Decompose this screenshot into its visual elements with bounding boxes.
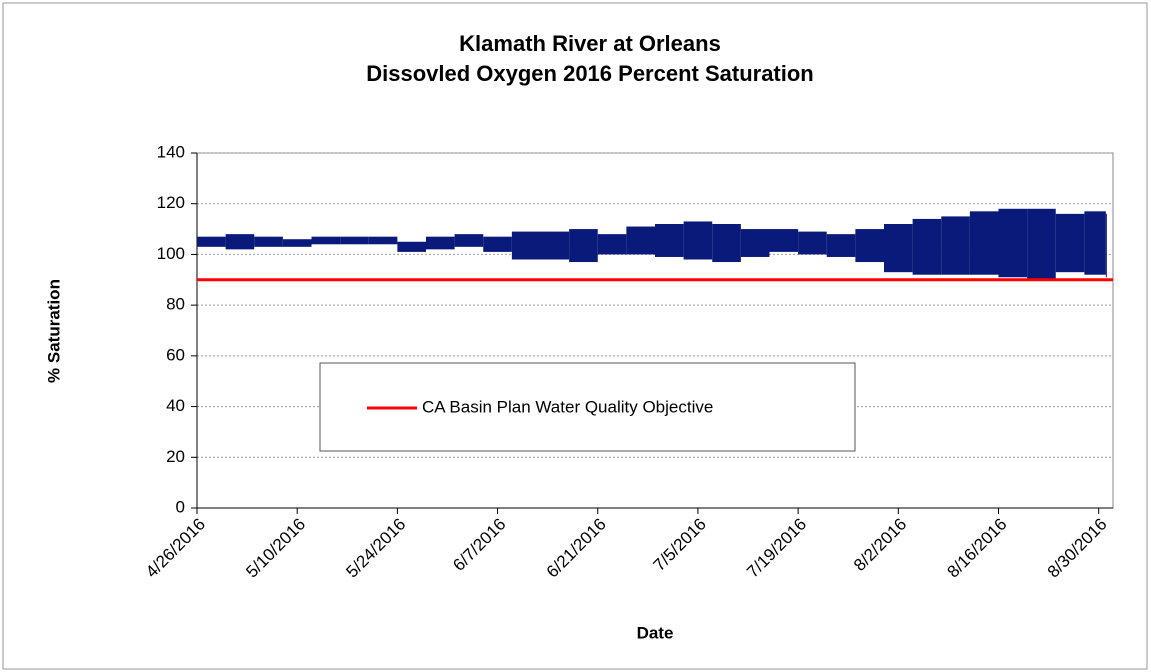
range-band xyxy=(254,236,283,247)
range-band xyxy=(569,229,598,263)
plot-area xyxy=(196,152,1114,509)
y-tick-label: 20 xyxy=(166,447,185,466)
y-tick-label: 120 xyxy=(157,193,185,212)
range-band xyxy=(1105,213,1107,278)
range-band xyxy=(197,236,226,247)
range-band xyxy=(740,229,770,257)
chart-title: Klamath River at Orleans xyxy=(459,31,721,56)
range-band xyxy=(884,224,913,273)
range-band xyxy=(225,234,255,250)
range-band xyxy=(282,239,312,247)
range-band xyxy=(769,229,799,252)
y-tick-label: 60 xyxy=(166,345,185,364)
y-tick-label: 0 xyxy=(176,497,185,516)
range-band xyxy=(1027,208,1056,280)
range-band xyxy=(368,236,398,245)
range-band xyxy=(655,224,684,257)
y-tick-label: 80 xyxy=(166,295,185,314)
range-band xyxy=(712,224,741,263)
chart-title: Dissovled Oxygen 2016 Percent Saturation xyxy=(366,61,814,86)
range-band xyxy=(826,234,856,257)
range-band xyxy=(540,231,570,260)
range-band xyxy=(597,234,627,255)
range-band xyxy=(311,236,341,245)
legend-label: CA Basin Plan Water Quality Objective xyxy=(422,397,713,416)
x-axis-title: Date xyxy=(637,623,674,642)
range-band xyxy=(1084,211,1106,275)
range-band xyxy=(969,211,999,275)
range-band xyxy=(912,218,942,275)
range-band xyxy=(798,231,827,255)
range-band xyxy=(340,236,369,245)
range-band xyxy=(454,234,484,247)
y-tick-label: 100 xyxy=(157,244,185,263)
range-band xyxy=(855,229,884,263)
range-band xyxy=(426,236,455,250)
range-band xyxy=(683,221,713,260)
y-axis-title: % Saturation xyxy=(44,279,63,383)
range-band xyxy=(998,208,1028,278)
range-band xyxy=(1055,213,1085,273)
range-band xyxy=(397,241,426,252)
range-band xyxy=(626,226,655,255)
y-tick-label: 40 xyxy=(166,396,185,415)
y-tick-label: 140 xyxy=(157,142,185,161)
range-band xyxy=(941,216,970,275)
range-band xyxy=(511,231,541,260)
range-band xyxy=(483,236,512,252)
